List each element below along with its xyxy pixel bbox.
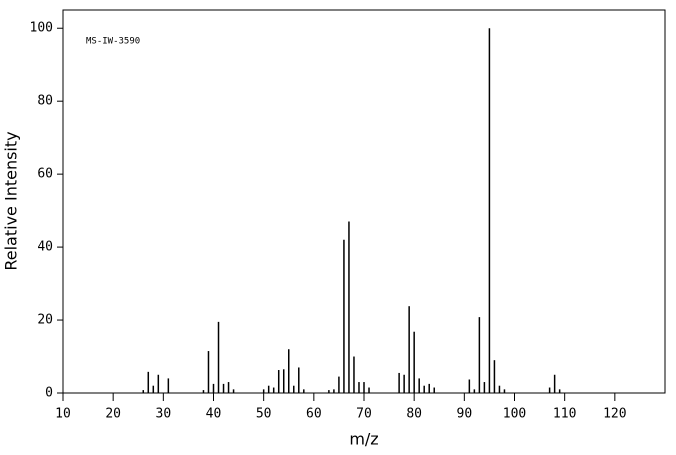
x-tick-label: 90 [457, 407, 473, 422]
y-tick-label: 60 [37, 167, 53, 182]
x-tick-label: 40 [206, 407, 222, 422]
y-axis-label: Relative Intensity [2, 131, 21, 270]
x-tick-label: 60 [306, 407, 322, 422]
x-tick-label: 110 [553, 407, 576, 422]
y-tick-label: 20 [37, 313, 53, 328]
x-tick-label: 30 [156, 407, 172, 422]
x-tick-label: 120 [603, 407, 626, 422]
annotation: MS-IW-3590 [86, 37, 140, 47]
plot-frame [62, 9, 666, 394]
x-tick-label: 20 [105, 407, 121, 422]
x-tick-label: 80 [406, 407, 422, 422]
x-tick-label: 10 [55, 407, 71, 422]
x-tick-label: 50 [256, 407, 272, 422]
y-tick-label: 0 [45, 386, 53, 401]
y-tick-label: 40 [37, 240, 53, 255]
y-tick-label: 100 [30, 21, 53, 36]
x-axis-label: m/z [349, 430, 378, 449]
y-tick-label: 80 [37, 94, 53, 109]
x-tick-label: 70 [356, 407, 372, 422]
x-tick-label: 100 [503, 407, 526, 422]
